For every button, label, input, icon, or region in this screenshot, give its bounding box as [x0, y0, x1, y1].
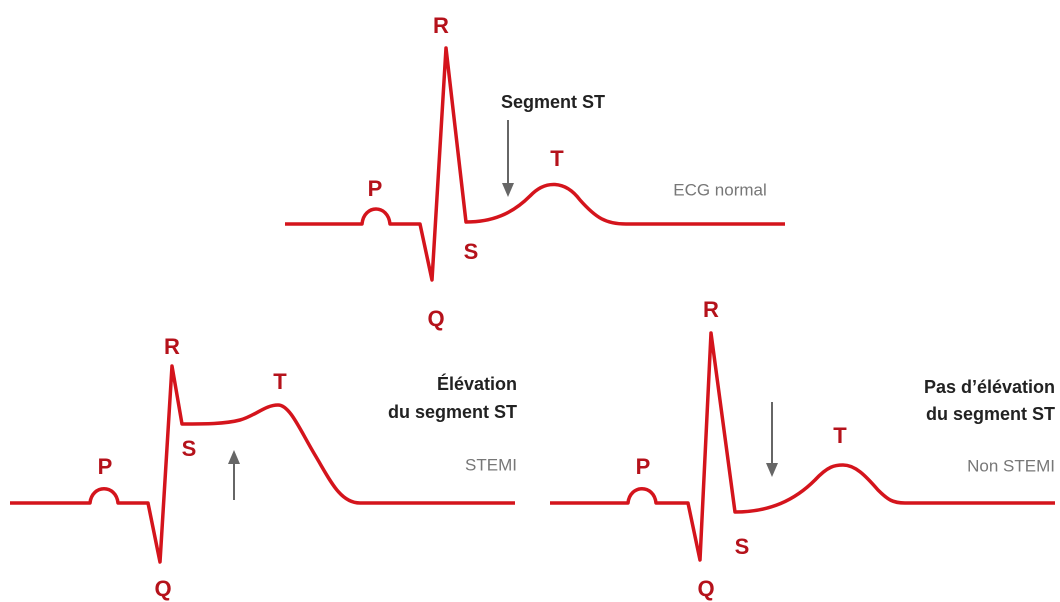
- wave-label: S: [464, 239, 479, 264]
- heading: Pas d’élévation: [924, 377, 1055, 397]
- wave-label: Q: [154, 576, 171, 601]
- wave-label: T: [550, 146, 564, 171]
- wave-label: Q: [427, 306, 444, 331]
- heading: du segment ST: [926, 404, 1055, 424]
- wave-label: P: [98, 454, 113, 479]
- wave-label: R: [703, 297, 719, 322]
- arrow-head: [502, 183, 514, 197]
- arrow-head: [766, 463, 778, 477]
- wave-label: Q: [697, 576, 714, 601]
- wave-label: R: [433, 13, 449, 38]
- heading: Segment ST: [501, 92, 605, 112]
- ecg-nonstemi-trace: [550, 331, 1055, 562]
- caption: STEMI: [465, 455, 517, 474]
- wave-label: S: [735, 534, 750, 559]
- wave-label: T: [273, 369, 287, 394]
- caption: ECG normal: [673, 180, 767, 199]
- wave-label: P: [368, 176, 383, 201]
- arrow-head: [228, 450, 240, 464]
- wave-label: P: [636, 454, 651, 479]
- ecg-normal-trace: [285, 46, 785, 282]
- caption: Non STEMI: [967, 456, 1055, 475]
- wave-label: S: [182, 436, 197, 461]
- heading: du segment ST: [388, 402, 517, 422]
- ecg-stemi-trace: [10, 364, 515, 564]
- heading: Élévation: [437, 373, 517, 394]
- wave-label: T: [833, 423, 847, 448]
- wave-label: R: [164, 334, 180, 359]
